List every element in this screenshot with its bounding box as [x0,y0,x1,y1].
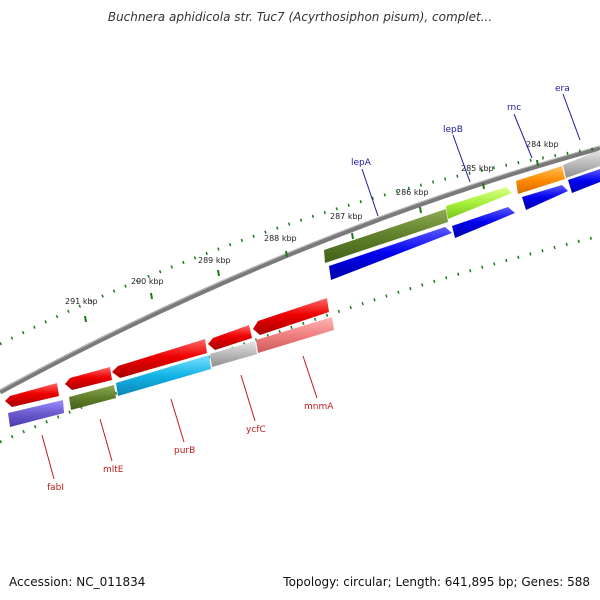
gene-fabI-red[interactable] [5,383,59,407]
reverse-genes-row2[interactable] [8,317,334,427]
kbp-label-287: 287 kbp [330,212,363,221]
forward-gene-labels[interactable]: era rnc lepB lepA [351,84,570,168]
gene-era-forward[interactable] [563,150,600,178]
gene-red-1[interactable] [253,298,329,335]
gene-blue-4[interactable] [329,227,452,280]
kbp-label-289: 289 kbp [198,256,231,265]
gene-rnc-forward[interactable] [516,166,565,194]
label-mnmA[interactable]: mnmA [304,402,334,412]
label-era[interactable]: era [555,84,570,94]
gene-blue-2[interactable] [522,185,568,210]
kbp-label-288: 288 kbp [264,234,297,243]
kbp-label-291: 291 kbp [65,297,98,306]
kbp-label-290: 290 kbp [131,277,164,286]
forward-genes[interactable] [324,150,600,263]
gene-blue-3[interactable] [452,207,515,238]
label-purB[interactable]: purB [174,446,195,456]
kbp-labels: 284 kbp 285 kbp 286 kbp 287 kbp 288 kbp … [65,140,559,306]
forward-leaders [361,93,581,217]
backbone-arc [0,145,600,395]
gene-mnmA[interactable] [256,317,334,353]
map-title: Buchnera aphidicola str. Tuc7 (Acyrthosi… [107,10,493,24]
gene-mltE[interactable] [69,385,116,410]
kbp-label-286: 286 kbp [396,188,429,197]
backbone-highlight [0,145,600,391]
forward-genes-row2[interactable] [329,169,600,280]
gene-purB-red[interactable] [112,339,207,378]
label-fabI[interactable]: fabI [47,483,64,493]
major-ticks [84,159,539,323]
gene-fabI[interactable] [8,400,64,427]
label-lepA[interactable]: lepA [351,158,372,168]
kbp-label-284: 284 kbp [526,140,559,149]
label-rnc[interactable]: rnc [507,103,521,113]
reverse-gene-labels[interactable]: mnmA ycfC purB mltE fabI [47,402,334,493]
reverse-genes[interactable] [5,298,329,407]
gene-red-4[interactable] [65,367,112,390]
kbp-label-285: 285 kbp [461,164,494,173]
genome-summary-text: Topology: circular; Length: 641,895 bp; … [283,575,590,589]
gene-lepA-forward[interactable] [324,209,448,263]
gene-lepB-forward[interactable] [446,187,512,219]
reverse-leaders [41,355,318,480]
gene-blue-1[interactable] [568,169,600,193]
gene-purB[interactable] [116,355,211,396]
label-ycfC[interactable]: ycfC [246,425,266,435]
gene-red-2[interactable] [208,325,252,350]
accession-text: Accession: NC_011834 [9,575,146,589]
label-lepB[interactable]: lepB [443,125,463,135]
label-mltE[interactable]: mltE [103,465,124,475]
gene-ycfC[interactable] [210,341,257,367]
